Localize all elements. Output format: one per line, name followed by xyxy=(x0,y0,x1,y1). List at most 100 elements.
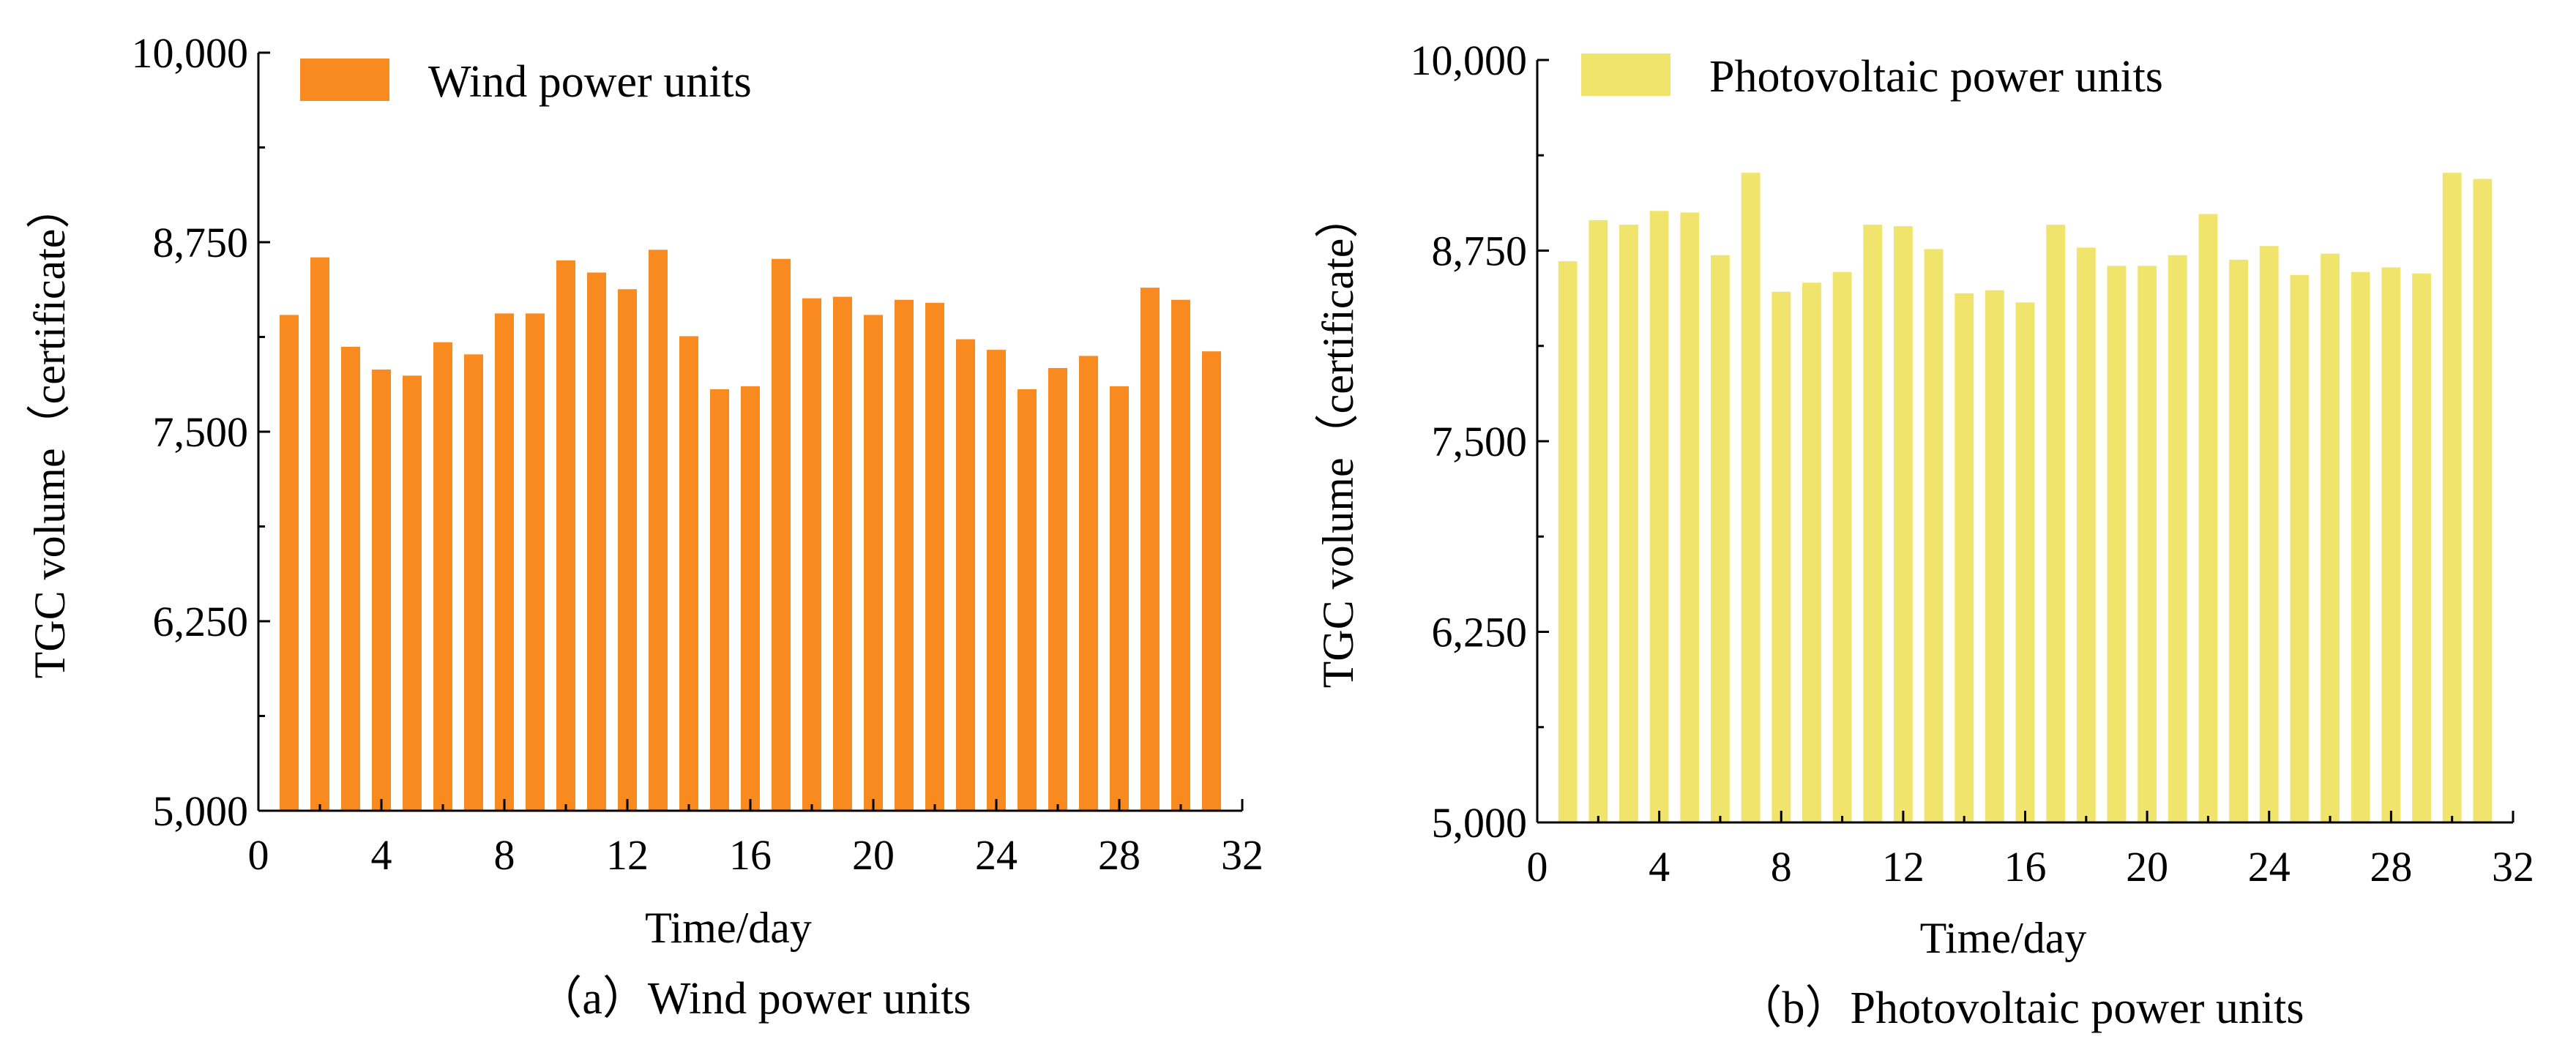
photovoltaic-bar-day-8 xyxy=(1772,291,1791,822)
wind-bar-day-31 xyxy=(1201,351,1222,811)
wind-chart-panel: 5,000 6,250 7,500 8,750 10,000 0 4 8 12 16 20 24 28 3… xyxy=(26,29,1263,1024)
photovoltaic-bar-day-5 xyxy=(1680,212,1700,822)
photovoltaic-y-tick-label: 7,500 xyxy=(1432,418,1528,465)
photovoltaic-bar-day-19 xyxy=(2107,266,2127,823)
wind-bar-day-6 xyxy=(433,342,453,811)
wind-bar-day-7 xyxy=(463,354,484,811)
photovoltaic-bar-day-11 xyxy=(1863,225,1883,822)
wind-bar-day-23 xyxy=(955,339,976,811)
wind-x-tick-label: 0 xyxy=(248,831,269,879)
wind-legend-swatch xyxy=(300,59,389,101)
photovoltaic-x-tick-label: 20 xyxy=(2126,843,2168,890)
photovoltaic-bar-day-25 xyxy=(2290,274,2310,822)
photovoltaic-ticks: 5,000 6,250 7,500 8,750 10,000 0 4 8 12 16 20 24 28 3… xyxy=(1411,37,2535,890)
wind-bar-day-24 xyxy=(986,350,1007,811)
photovoltaic-y-tick-label: 5,000 xyxy=(1432,799,1528,847)
photovoltaic-x-axis-title: Time/day xyxy=(1920,914,2087,962)
photovoltaic-x-tick-label: 8 xyxy=(1771,843,1792,890)
photovoltaic-y-axis-title: TGC volume（certificate） xyxy=(1314,195,1362,689)
photovoltaic-bar-day-29 xyxy=(2412,273,2431,822)
photovoltaic-y-tick-label: 8,750 xyxy=(1432,228,1528,275)
wind-bar-day-1 xyxy=(279,315,299,811)
wind-bar-day-13 xyxy=(648,250,668,811)
photovoltaic-bar-day-6 xyxy=(1711,255,1730,822)
photovoltaic-bar-day-30 xyxy=(2442,173,2462,822)
wind-y-tick-label: 10,000 xyxy=(132,29,249,77)
wind-x-tick-label: 28 xyxy=(1098,831,1140,879)
photovoltaic-bar-day-4 xyxy=(1649,211,1669,822)
wind-bar-day-3 xyxy=(340,346,361,811)
wind-bar-day-20 xyxy=(863,315,884,811)
wind-bar-day-4 xyxy=(371,370,392,811)
wind-caption: （a）Wind power units xyxy=(537,974,971,1024)
photovoltaic-bar-day-20 xyxy=(2138,266,2157,823)
wind-x-tick-label: 8 xyxy=(494,831,515,879)
wind-bar-day-11 xyxy=(586,272,607,811)
photovoltaic-bar-day-3 xyxy=(1619,225,1638,822)
wind-bar-day-21 xyxy=(894,299,914,811)
photovoltaic-bar-day-9 xyxy=(1802,282,1821,822)
wind-x-tick-label: 24 xyxy=(975,831,1018,879)
wind-bar-day-18 xyxy=(802,298,822,811)
photovoltaic-bar-day-16 xyxy=(2015,302,2035,823)
photovoltaic-bar-day-28 xyxy=(2381,267,2401,822)
photovoltaic-legend-label: Photovoltaic power units xyxy=(1709,52,2163,102)
photovoltaic-bar-day-24 xyxy=(2259,246,2279,822)
photovoltaic-bar-day-12 xyxy=(1893,226,1913,822)
photovoltaic-x-tick-label: 28 xyxy=(2370,843,2412,890)
wind-bars xyxy=(279,250,1222,811)
wind-x-tick-label: 4 xyxy=(371,831,392,879)
photovoltaic-bar-day-27 xyxy=(2351,271,2370,822)
photovoltaic-x-tick-label: 0 xyxy=(1527,843,1548,890)
photovoltaic-bar-day-31 xyxy=(2473,179,2493,822)
photovoltaic-x-tick-label: 4 xyxy=(1649,843,1670,890)
photovoltaic-bars xyxy=(1558,173,2493,823)
wind-bar-day-15 xyxy=(709,389,730,811)
photovoltaic-bar-day-26 xyxy=(2321,253,2340,823)
photovoltaic-x-tick-label: 16 xyxy=(2004,843,2047,890)
photovoltaic-bar-day-13 xyxy=(1924,249,1944,822)
wind-y-tick-label: 6,250 xyxy=(153,598,249,645)
wind-bar-day-28 xyxy=(1109,386,1130,811)
wind-y-tick-label: 7,500 xyxy=(153,408,249,456)
photovoltaic-bar-day-14 xyxy=(1955,293,1974,822)
photovoltaic-x-tick-label: 32 xyxy=(2492,843,2534,890)
wind-bar-day-8 xyxy=(494,313,515,811)
wind-y-tick-label: 8,750 xyxy=(153,219,249,266)
wind-y-tick-label: 5,000 xyxy=(153,787,249,835)
wind-bar-day-27 xyxy=(1078,356,1099,811)
photovoltaic-x-tick-label: 24 xyxy=(2248,843,2291,890)
photovoltaic-x-tick-label: 12 xyxy=(1882,843,1924,890)
wind-x-tick-label: 16 xyxy=(729,831,772,879)
photovoltaic-y-tick-label: 6,250 xyxy=(1432,609,1528,656)
wind-bar-day-16 xyxy=(740,386,761,811)
photovoltaic-chart-panel: 5,000 6,250 7,500 8,750 10,000 0 4 8 12 16 20 24 28 3… xyxy=(1314,37,2534,1033)
photovoltaic-bar-day-2 xyxy=(1588,220,1608,822)
photovoltaic-bar-day-7 xyxy=(1741,173,1761,822)
photovoltaic-bar-day-17 xyxy=(2046,225,2066,822)
wind-x-tick-label: 20 xyxy=(852,831,895,879)
wind-bar-day-25 xyxy=(1017,389,1037,811)
photovoltaic-bar-day-1 xyxy=(1558,261,1578,822)
wind-ticks: 5,000 6,250 7,500 8,750 10,000 0 4 8 12 16 20 24 28 3… xyxy=(132,29,1264,879)
wind-bar-day-2 xyxy=(310,257,330,811)
wind-bar-day-19 xyxy=(832,296,853,811)
photovoltaic-bar-day-10 xyxy=(1832,271,1852,822)
wind-bar-day-30 xyxy=(1171,299,1191,811)
wind-bar-day-10 xyxy=(556,260,576,811)
wind-bar-day-5 xyxy=(402,375,422,811)
wind-x-axis-title: Time/day xyxy=(645,904,812,952)
photovoltaic-y-tick-label: 10,000 xyxy=(1411,37,1528,84)
photovoltaic-legend-swatch xyxy=(1581,53,1670,96)
photovoltaic-bar-day-15 xyxy=(1985,290,2004,823)
wind-bar-day-14 xyxy=(679,336,699,811)
wind-legend-label: Wind power units xyxy=(428,57,752,107)
photovoltaic-caption: （b）Photovoltaic power units xyxy=(1737,983,2304,1033)
wind-bar-day-17 xyxy=(771,258,791,811)
wind-y-axis-title: TGC volume（certificate） xyxy=(26,185,74,679)
wind-x-tick-label: 12 xyxy=(606,831,649,879)
wind-bar-day-29 xyxy=(1140,288,1160,811)
photovoltaic-bar-day-21 xyxy=(2168,255,2187,822)
photovoltaic-bar-day-18 xyxy=(2076,247,2096,822)
